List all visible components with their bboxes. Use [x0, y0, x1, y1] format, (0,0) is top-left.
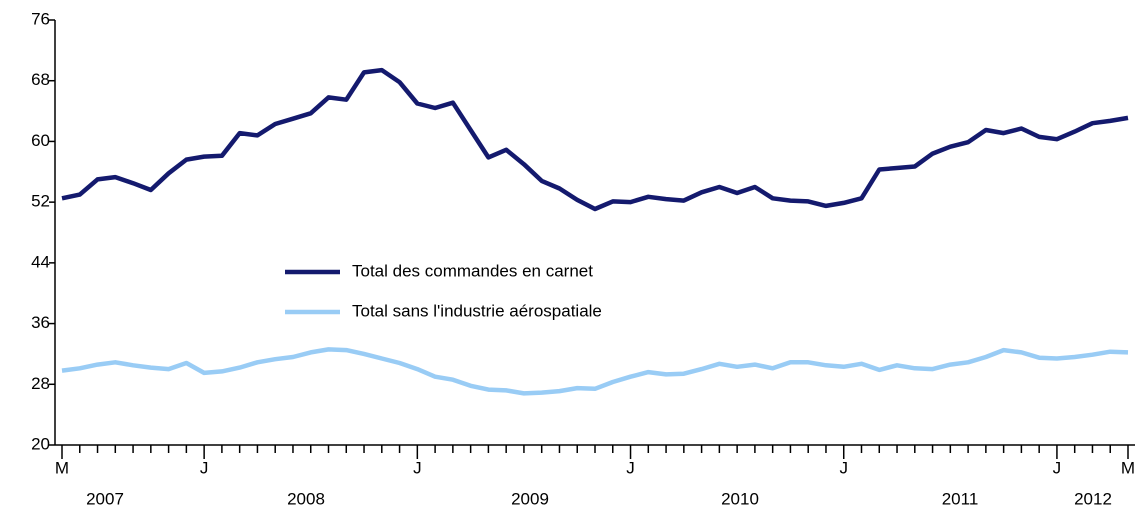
y-tick-label: 60 — [31, 131, 50, 150]
series-line — [61, 347, 1129, 396]
x-tick-label: J — [200, 458, 209, 477]
y-tick-label: 44 — [31, 252, 50, 271]
x-tick-label: J — [413, 458, 422, 477]
y-tick-label: 36 — [31, 313, 50, 332]
year-label: 2012 — [1074, 489, 1112, 508]
y-tick-label: 52 — [31, 192, 50, 211]
x-tick-label: J — [1053, 458, 1062, 477]
legend-label: Total des commandes en carnet — [352, 261, 593, 280]
x-tick-label: M — [1121, 458, 1135, 477]
y-tick-label: 76 — [31, 9, 50, 28]
year-label: 2011 — [942, 489, 979, 508]
x-tick-label: M — [55, 458, 69, 477]
y-tick-label: 28 — [31, 374, 50, 393]
y-tick-label: 20 — [31, 434, 50, 453]
y-tick-label: 68 — [31, 70, 50, 89]
year-label: 2007 — [86, 489, 124, 508]
x-tick-label: J — [626, 458, 635, 477]
series-line — [61, 67, 1129, 212]
legend-label: Total sans l'industrie aérospatiale — [352, 301, 602, 320]
year-label: 2010 — [721, 489, 759, 508]
year-label: 2008 — [287, 489, 325, 508]
x-tick-label: J — [839, 458, 848, 477]
year-label: 2009 — [511, 489, 549, 508]
